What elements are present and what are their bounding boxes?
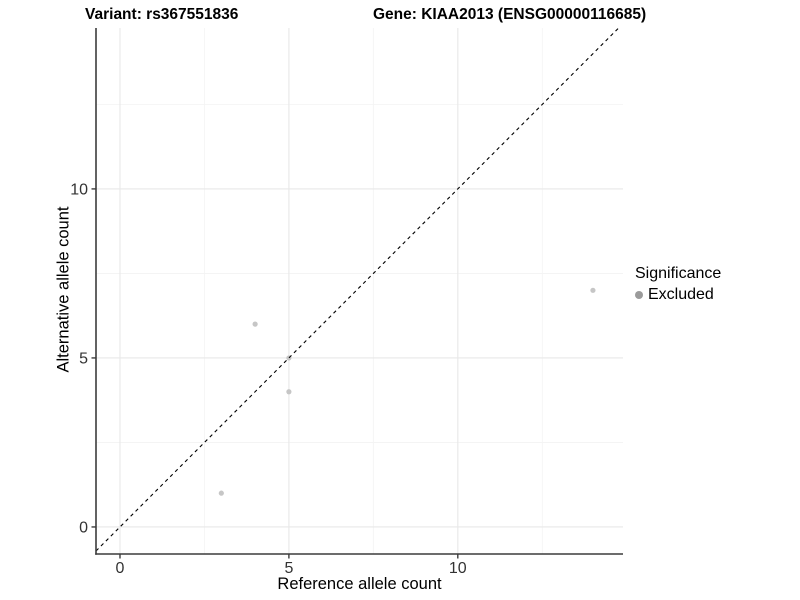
y-axis-label: Alternative allele count (54, 206, 73, 373)
data-point (252, 321, 258, 327)
legend: Significance Excluded (635, 265, 721, 304)
y-tick-label: 5 (79, 350, 88, 367)
legend-point-icon (635, 291, 643, 299)
x-tick-label: 10 (449, 560, 467, 577)
legend-title: Significance (635, 265, 722, 282)
gene-title: Gene: KIAA2013 (ENSG00000116685) (373, 6, 647, 23)
data-point (218, 490, 224, 496)
x-axis-label: Reference allele count (277, 575, 442, 593)
x-tick-label: 0 (116, 560, 125, 577)
x-tick-label: 5 (284, 560, 293, 577)
variant-title: Variant: rs367551836 (85, 6, 239, 23)
y-tick-label: 0 (79, 519, 88, 536)
data-point (286, 389, 292, 395)
legend-item-label: Excluded (648, 286, 714, 303)
y-tick-label: 10 (70, 181, 88, 198)
data-point (590, 287, 596, 293)
legend-item-excluded: Excluded (635, 286, 721, 304)
identity-line (95, 27, 619, 552)
